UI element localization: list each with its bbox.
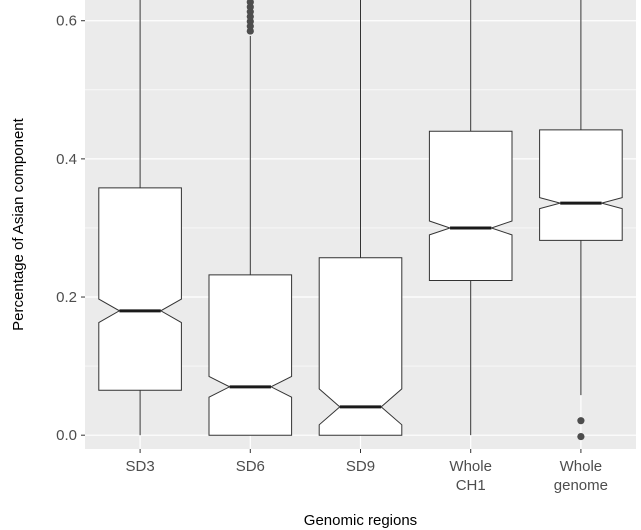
x-tick-label: SD9 bbox=[346, 458, 375, 475]
x-tick-label-line: CH1 bbox=[456, 477, 486, 494]
x-axis: SD3 SD6 SD9 Whole CH1 Whole genome bbox=[126, 449, 608, 494]
x-tick-label-line: Whole bbox=[560, 458, 603, 475]
x-axis-title: Genomic regions bbox=[304, 512, 417, 529]
box-group bbox=[428, 0, 513, 436]
box bbox=[98, 187, 182, 391]
y-tick-label: 0.2 bbox=[56, 289, 77, 306]
y-tick-label: 0.6 bbox=[56, 13, 77, 30]
x-tick-label: SD6 bbox=[236, 458, 265, 475]
box-group bbox=[318, 0, 403, 436]
box bbox=[208, 274, 293, 436]
x-tick-label-line: genome bbox=[554, 477, 608, 494]
box-group bbox=[98, 0, 182, 436]
x-tick-label-line: SD9 bbox=[346, 458, 375, 475]
x-tick-label: Whole genome bbox=[554, 458, 608, 494]
outlier-point bbox=[246, 0, 254, 6]
x-tick-label: Whole CH1 bbox=[449, 458, 492, 494]
y-axis: 0.0 0.2 0.4 0.6 bbox=[56, 13, 85, 444]
y-tick-label: 0.0 bbox=[56, 427, 77, 444]
x-tick-label-line: Whole bbox=[449, 458, 492, 475]
x-tick-label-line: SD6 bbox=[236, 458, 265, 475]
x-tick-label-line: SD3 bbox=[126, 458, 155, 475]
x-tick-label: SD3 bbox=[126, 458, 155, 475]
box bbox=[539, 129, 623, 241]
box-group bbox=[539, 0, 623, 441]
box bbox=[318, 257, 403, 436]
y-axis-title: Percentage of Asian component bbox=[10, 117, 27, 330]
box bbox=[428, 130, 513, 281]
box-group bbox=[208, 0, 293, 436]
y-tick-label: 0.4 bbox=[56, 151, 77, 168]
boxplot-series bbox=[98, 0, 623, 441]
outlier-point bbox=[577, 432, 585, 441]
outlier-point bbox=[577, 417, 585, 425]
